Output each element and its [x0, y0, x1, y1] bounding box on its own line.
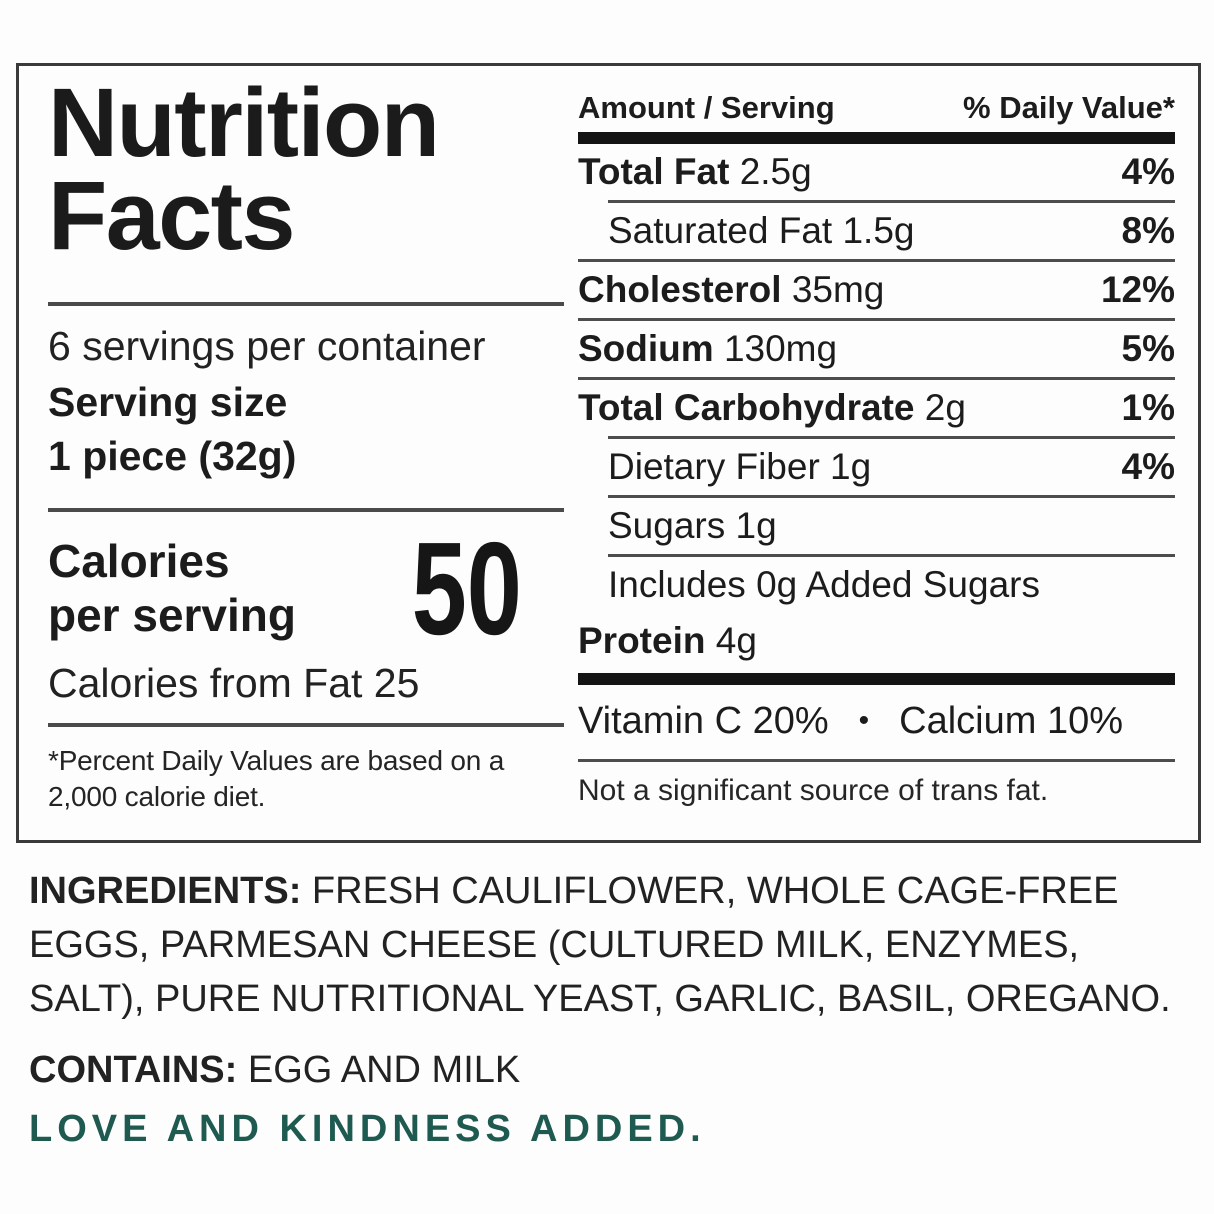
nutrient-row: Saturated Fat 1.5g 8%	[578, 203, 1175, 259]
label-right-column: Amount / Serving % Daily Value* Total Fa…	[578, 66, 1175, 810]
daily-value-footnote: *Percent Daily Values are based on a 2,0…	[48, 743, 564, 816]
divider	[48, 508, 564, 513]
nutrition-facts-panel: Nutrition Facts 6 servings per container…	[16, 63, 1201, 843]
nutrient-text: Sugars 1g	[608, 504, 777, 548]
nutrient-text: Saturated Fat 1.5g	[608, 209, 914, 253]
divider	[578, 377, 1175, 380]
divider	[608, 554, 1175, 557]
ingredients-paragraph: INGREDIENTS: FRESH CAULIFLOWER, WHOLE CA…	[29, 864, 1199, 1026]
nutrient-text: Total Carbohydrate 2g	[578, 386, 966, 430]
divider	[578, 318, 1175, 321]
ingredients-line2: EGGS, PARMESAN CHEESE (CULTURED MILK, EN…	[29, 924, 1080, 966]
nutrient-name: Dietary Fiber	[608, 446, 820, 487]
vitamins-row: Vitamin C 20% • Calcium 10%	[578, 697, 1175, 745]
tagline: LOVE AND KINDNESS ADDED.	[29, 1108, 706, 1150]
label-title-line1: Nutrition	[48, 68, 440, 177]
calories-label-line2: per serving	[48, 589, 296, 642]
calories-from-fat: Calories from Fat 25	[48, 659, 420, 706]
nutrient-amount: 2g	[914, 387, 966, 428]
nutrient-name: Total Fat	[578, 151, 730, 192]
label-title: Nutrition Facts	[48, 74, 564, 264]
divider	[608, 495, 1175, 498]
nutrient-amount: 1g	[819, 446, 872, 487]
servings-per-container: 6 servings per container	[48, 323, 486, 370]
nutrient-text: Total Fat 2.5g	[578, 150, 812, 194]
daily-value: 5%	[1121, 328, 1175, 369]
nutrient-text: Cholesterol 35mg	[578, 268, 884, 312]
nutrient-row: Sodium 130mg 5%	[578, 321, 1175, 377]
divider	[48, 302, 564, 307]
nutrient-name: Protein	[578, 620, 706, 661]
daily-value: 1%	[1121, 387, 1175, 428]
nutrient-text: Protein 4g	[578, 619, 757, 663]
divider	[48, 722, 564, 727]
divider	[608, 200, 1175, 203]
daily-value: 12%	[1100, 269, 1175, 310]
daily-value: 4%	[1121, 151, 1175, 192]
nutrient-row: Sugars 1g	[578, 498, 1175, 554]
nutrient-name: Cholesterol	[578, 269, 782, 310]
nutrient-text: Dietary Fiber 1g	[608, 445, 871, 489]
nutrient-row: Cholesterol 35mg 12%	[578, 262, 1175, 318]
nutrient-row: Includes 0g Added Sugars	[578, 557, 1175, 613]
nutrient-amount: 130mg	[713, 328, 838, 369]
nutrient-row: Dietary Fiber 1g 4%	[578, 439, 1175, 495]
divider	[608, 436, 1175, 439]
calories-label: Calories per serving	[48, 534, 296, 643]
trans-fat-note: Not a significant source of trans fat.	[578, 774, 1049, 807]
serving-size-label: Serving size	[48, 379, 288, 426]
vitamin-c-value: Vitamin C 20%	[578, 700, 829, 742]
divider	[578, 759, 1175, 762]
nutrient-amount: 2.5g	[729, 151, 812, 192]
footnote-line2: 2,000 calorie diet.	[48, 781, 266, 813]
calories-row: Calories per serving 50	[48, 514, 564, 662]
daily-value: 8%	[1121, 210, 1175, 251]
divider	[578, 259, 1175, 262]
nutrient-amount: 1g	[725, 505, 777, 546]
nutrient-amount: 4g	[705, 620, 757, 661]
nutrient-name: Includes 0g Added Sugars	[608, 564, 1040, 605]
contains-value: EGG AND MILK	[247, 1049, 521, 1091]
nutrient-text: Sodium 130mg	[578, 327, 837, 371]
ingredients-label: INGREDIENTS:	[29, 870, 302, 912]
amount-serving-header: Amount / Serving	[578, 90, 835, 125]
thick-separator-bar	[578, 673, 1175, 685]
label-title-line2: Facts	[48, 161, 295, 271]
nutrient-text: Includes 0g Added Sugars	[608, 563, 1040, 607]
nutrient-amount: 1.5g	[832, 210, 915, 251]
nutrient-rows: Total Fat 2.5g 4% Saturated Fat 1.5g 8% Chol…	[578, 144, 1175, 669]
contains-statement: CONTAINS: EGG AND MILK	[29, 1046, 520, 1094]
column-headers: Amount / Serving % Daily Value*	[578, 90, 1175, 126]
nutrient-name: Saturated Fat	[608, 210, 833, 251]
ingredients-line1: FRESH CAULIFLOWER, WHOLE CAGE-FREE	[311, 870, 1119, 912]
nutrient-row: Total Fat 2.5g 4%	[578, 144, 1175, 200]
label-left-column: Nutrition Facts 6 servings per container…	[48, 66, 564, 816]
daily-value: 4%	[1121, 446, 1175, 487]
daily-value-header: % Daily Value*	[963, 90, 1175, 125]
bullet-separator: •	[858, 704, 870, 737]
nutrient-name: Sodium	[578, 328, 714, 369]
nutrient-amount: 35mg	[781, 269, 885, 310]
ingredients-line3: SALT), PURE NUTRITIONAL YEAST, GARLIC, B…	[29, 978, 1171, 1020]
footnote-line1: *Percent Daily Values are based on a	[48, 744, 505, 776]
nutrient-row: Protein 4g	[578, 613, 1175, 669]
nutrient-name: Total Carbohydrate	[578, 387, 915, 428]
nutrient-name: Sugars	[608, 505, 726, 546]
thick-separator-bar	[578, 132, 1175, 144]
calories-label-line1: Calories	[48, 535, 230, 588]
calcium-value: Calcium 10%	[899, 700, 1124, 742]
calories-value: 50	[411, 514, 522, 662]
nutrient-row: Total Carbohydrate 2g 1%	[578, 380, 1175, 436]
serving-size-value: 1 piece (32g)	[48, 433, 297, 480]
contains-label: CONTAINS:	[29, 1049, 238, 1091]
